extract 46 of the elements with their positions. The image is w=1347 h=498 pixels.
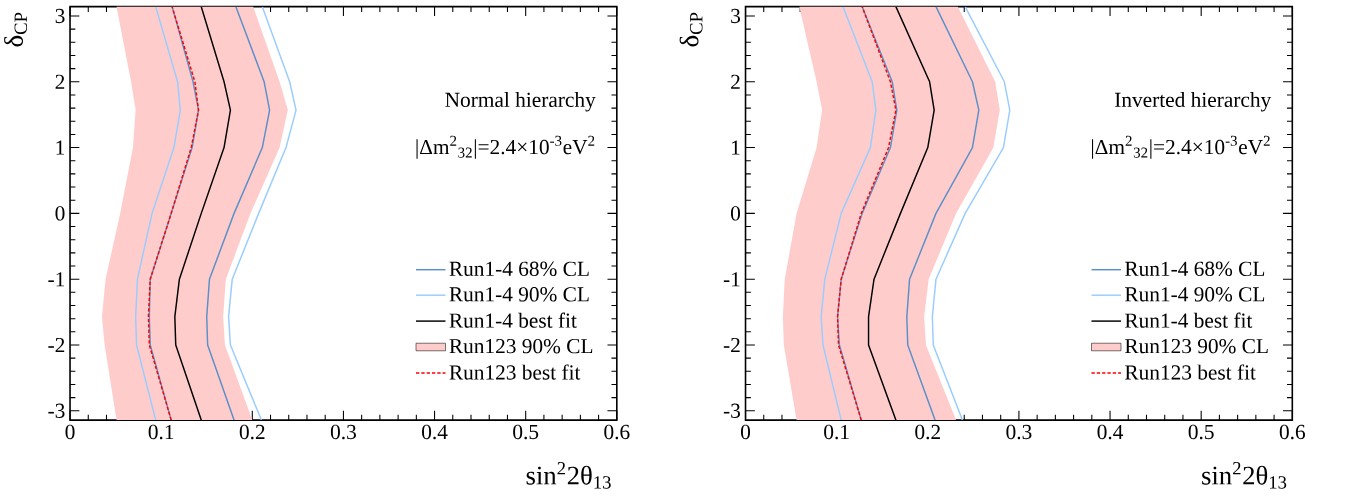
y-tick-label: -3 <box>48 403 65 418</box>
x-tick-label: 0.6 <box>1279 424 1306 440</box>
y-tick-label: -2 <box>723 337 740 352</box>
y-tick-label: -1 <box>723 272 740 287</box>
x-tick-label: 0.2 <box>239 424 265 440</box>
legend-label: Run123 best fit <box>449 364 581 380</box>
x-tick-label: 0.1 <box>148 424 174 440</box>
y-axis-title: δ$_{CP}$ <box>679 12 703 47</box>
legend-label: Run1-4 68% CL <box>1124 261 1265 277</box>
x-tick-label: 0.3 <box>330 424 356 440</box>
y-tick-label: 3 <box>55 8 65 24</box>
annotation: Normal hierarchy <box>445 91 596 112</box>
y-tick-label: 1 <box>732 140 740 155</box>
x-tick-label: 0.5 <box>513 424 539 440</box>
legend-label: Run123 90% CL <box>449 338 593 354</box>
annotation: |Δm$^{2}$$_{32}$|=2.4×10$^{-3}$eV$^{2}$ <box>1092 135 1270 159</box>
y-tick-label: 2 <box>55 74 65 89</box>
y-tick-label: 3 <box>731 8 740 24</box>
x-tick-label: 0.4 <box>1097 424 1124 440</box>
legend-label: Run123 90% CL <box>1124 338 1268 354</box>
y-tick-label: -2 <box>48 337 65 352</box>
legend-label: Run123 best fit <box>1124 364 1256 380</box>
legend-label: Run1-4 90% CL <box>1124 287 1265 302</box>
y-tick-label: 0 <box>730 206 741 221</box>
legend-label: Run1-4 best fit <box>449 312 577 328</box>
legend-label: Run1-4 best fit <box>1124 312 1253 328</box>
y-tick-label: -3 <box>723 403 740 418</box>
annotation: Inverted hierarchy <box>1115 91 1272 112</box>
legend-label: Run1-4 68% CL <box>449 261 589 277</box>
x-tick-label: 0.4 <box>422 424 448 440</box>
annotation: |Δm$^{2}$$_{32}$|=2.4×10$^{-3}$eV$^{2}$ <box>416 135 595 159</box>
y-tick-label: 2 <box>731 74 740 89</box>
y-axis-title: δ$_{CP}$ <box>4 12 28 47</box>
y-tick-label: -1 <box>48 272 65 287</box>
x-axis-title: sin$^{2}$2θ$_{13}$ <box>526 461 611 489</box>
x-tick-label: 0.2 <box>915 424 940 440</box>
y-tick-label: 1 <box>56 140 65 155</box>
x-tick-label: 0 <box>65 424 75 440</box>
x-tick-label: 0 <box>741 424 751 440</box>
x-axis-title: sin$^{2}$2θ$_{13}$ <box>1202 461 1287 489</box>
x-tick-label: 0.1 <box>824 424 849 440</box>
x-tick-label: 0.6 <box>604 424 630 440</box>
x-tick-label: 0.3 <box>1006 424 1032 440</box>
legend-label: Run1-4 90% CL <box>449 287 589 302</box>
y-tick-label: 0 <box>55 206 65 221</box>
x-tick-label: 0.5 <box>1188 424 1214 440</box>
